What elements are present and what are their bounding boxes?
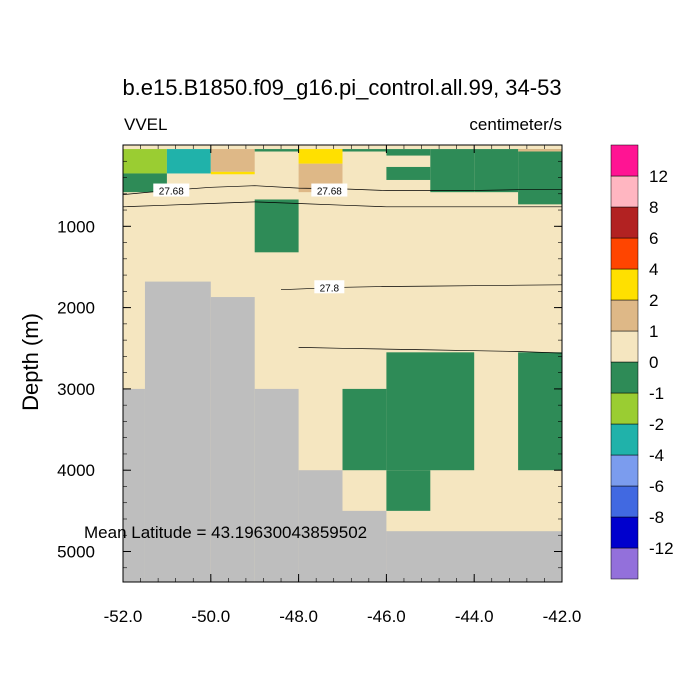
colorbar-swatch bbox=[610, 516, 639, 549]
colorbar-label: 8 bbox=[649, 198, 658, 217]
data-cell bbox=[123, 149, 167, 174]
data-cell bbox=[254, 199, 299, 253]
contour-label-bg bbox=[153, 183, 190, 197]
y-tick-label: 2000 bbox=[57, 299, 95, 318]
data-cell bbox=[342, 149, 387, 152]
colorbar-label: -2 bbox=[649, 415, 664, 434]
y-axis-label: Depth (m) bbox=[18, 313, 43, 411]
colorbar-label: -1 bbox=[649, 384, 664, 403]
colorbar-swatch bbox=[610, 485, 639, 518]
axes: -52.0 -50.0 -48.0 -46.0 -44.0 -42.0 1000 2000 30… bbox=[57, 144, 582, 626]
colorbar-label: -8 bbox=[649, 508, 664, 527]
colorbar-label: 12 bbox=[649, 167, 668, 186]
colorbar-swatch bbox=[610, 299, 639, 332]
contour-label: 27.68 bbox=[159, 187, 184, 198]
data-cell bbox=[518, 149, 562, 205]
land-mask-cell bbox=[254, 388, 299, 582]
mean-latitude-annotation: Mean Latitude = 43.19630043859502 bbox=[84, 523, 367, 542]
colorbar-label: -12 bbox=[649, 539, 674, 558]
x-tick-label: -48.0 bbox=[279, 607, 318, 626]
colorbar-swatch bbox=[610, 175, 639, 208]
y-tick-label: 4000 bbox=[57, 461, 95, 480]
data-cell bbox=[386, 352, 475, 471]
plot-frame bbox=[122, 144, 563, 583]
x-tick-label: -44.0 bbox=[455, 607, 494, 626]
colorbar-label: -4 bbox=[649, 446, 664, 465]
data-cell bbox=[386, 149, 431, 156]
x-tick-label: -52.0 bbox=[104, 607, 143, 626]
contour-label-bg bbox=[311, 183, 348, 197]
y-tick-label: 1000 bbox=[57, 217, 95, 236]
land-mask-cell bbox=[144, 281, 211, 582]
chart-title: b.e15.B1850.f09_g16.pi_control.all.99, 3… bbox=[122, 75, 561, 100]
colorbar-swatch bbox=[610, 361, 639, 394]
left-label: VVEL bbox=[124, 115, 167, 134]
contour-label: 27.68 bbox=[317, 187, 342, 198]
data-cell bbox=[210, 171, 255, 175]
y-tick-label: 5000 bbox=[57, 543, 95, 562]
land-mask-cell bbox=[298, 470, 343, 582]
colorbar-swatch bbox=[610, 454, 639, 487]
data-cell bbox=[342, 388, 387, 471]
land-mask-cell bbox=[123, 388, 145, 582]
colorbar-swatch bbox=[610, 206, 639, 239]
data-cell bbox=[518, 149, 562, 152]
contour-line bbox=[122, 201, 562, 208]
plot-area bbox=[123, 145, 562, 582]
contour-label: 27.8 bbox=[320, 283, 340, 294]
colorbar-swatch bbox=[610, 268, 639, 301]
colorbar: 12 8 6 4 2 1 0 -1 -2 -4 -6 -8 -12 bbox=[610, 144, 674, 580]
colorbar-label: 2 bbox=[649, 291, 658, 310]
colorbar-label: -6 bbox=[649, 477, 664, 496]
land-mask-cell bbox=[210, 297, 255, 582]
colorbar-label: 1 bbox=[649, 322, 658, 341]
x-tick-label: -42.0 bbox=[543, 607, 582, 626]
land-mask-cell bbox=[342, 510, 387, 582]
colorbar-swatch bbox=[610, 547, 639, 580]
right-label: centimeter/s bbox=[469, 115, 562, 134]
y-tick-label: 3000 bbox=[57, 380, 95, 399]
contour-label-bg bbox=[314, 280, 345, 294]
colorbar-label: 4 bbox=[649, 260, 658, 279]
colorbar-label: 6 bbox=[649, 229, 658, 248]
data-cell bbox=[430, 149, 475, 193]
data-cell bbox=[298, 149, 343, 164]
data-cell bbox=[386, 470, 431, 511]
x-tick-label: -50.0 bbox=[191, 607, 230, 626]
contour-lines: 27.68 27.68 27.8 bbox=[122, 183, 563, 354]
colorbar-swatch bbox=[610, 237, 639, 270]
data-cell bbox=[210, 149, 255, 172]
data-cell bbox=[166, 149, 211, 174]
colorbar-swatch bbox=[610, 330, 639, 363]
colorbar-label: 0 bbox=[649, 353, 658, 372]
colorbar-swatch bbox=[610, 423, 639, 456]
data-cell bbox=[254, 149, 299, 152]
data-cell bbox=[518, 352, 562, 471]
land-mask-cell bbox=[386, 531, 562, 582]
colorbar-swatch bbox=[610, 392, 639, 425]
x-tick-label: -46.0 bbox=[367, 607, 406, 626]
contour-line bbox=[298, 347, 563, 354]
data-cell bbox=[474, 149, 519, 193]
colorbar-swatch bbox=[610, 144, 639, 177]
data-cell bbox=[386, 166, 431, 180]
